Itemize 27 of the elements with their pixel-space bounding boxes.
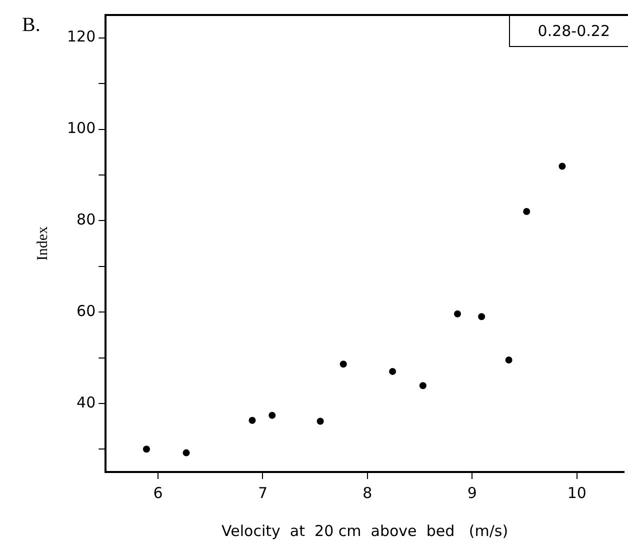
- label-box: 0.28-0.22: [508, 15, 628, 47]
- x-tick-label: 9: [467, 484, 477, 502]
- x-tick-label: 10: [567, 484, 586, 502]
- point: [389, 368, 396, 375]
- y-tick-label: 40: [76, 393, 96, 412]
- point: [558, 162, 566, 170]
- point: [316, 418, 324, 425]
- y-axis-title: Index: [34, 226, 51, 261]
- y-tick-label: 100: [66, 119, 96, 138]
- point: [182, 449, 190, 456]
- x-tick-label: 7: [258, 484, 268, 502]
- point: [505, 356, 512, 364]
- point: [478, 313, 486, 320]
- y-tick-label: 80: [76, 210, 96, 229]
- x-axis-title: Velocity at 20 cm above bed (m/s): [222, 522, 508, 540]
- point: [248, 416, 256, 424]
- point: [268, 412, 276, 419]
- x-tick-label: 8: [362, 484, 372, 502]
- text: B.: [22, 14, 40, 37]
- x-tick-label: 6: [153, 484, 163, 502]
- point: [523, 208, 530, 216]
- point: [419, 382, 426, 390]
- y-tick-label: 60: [76, 302, 96, 320]
- point: [142, 446, 150, 453]
- point: [340, 360, 347, 368]
- y-tick-label: 120: [66, 28, 96, 46]
- point: [454, 310, 461, 318]
